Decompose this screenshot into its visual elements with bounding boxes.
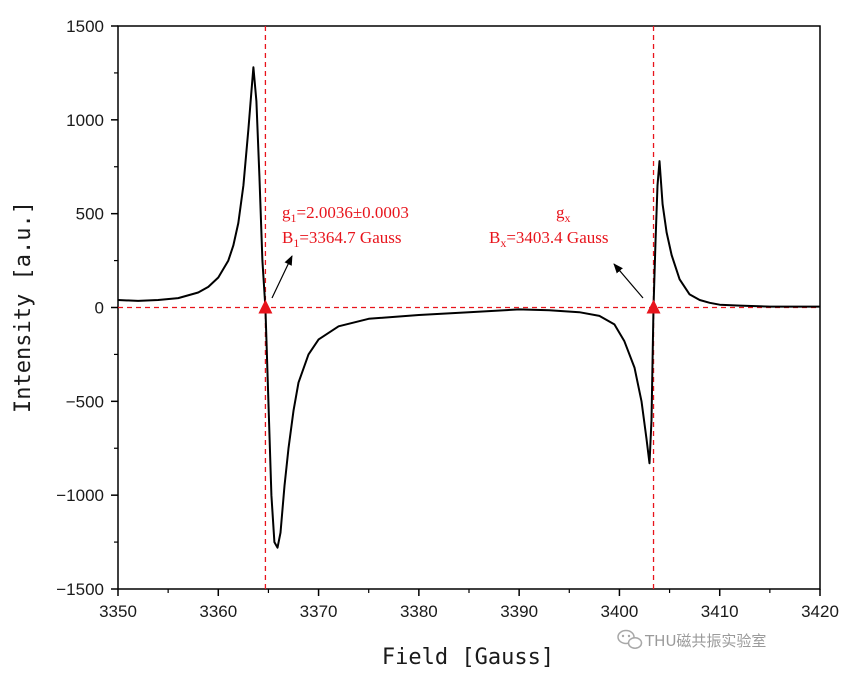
y-tick-label: −500 <box>66 392 104 411</box>
annotation-b1-line: B1=3364.7 Gauss <box>282 228 402 250</box>
axis-ticks: 3350 3360 3370 3380 3390 3400 3410 3420 1500 1000… <box>56 17 839 621</box>
x-tick-label: 3390 <box>500 602 538 621</box>
x-tick-label: 3380 <box>400 602 438 621</box>
annotation-gx-arrow <box>613 263 644 299</box>
reference-markers <box>258 299 661 314</box>
annotation-g1-line: g1=2.0036±0.0003 <box>282 203 409 225</box>
y-tick-label: 1000 <box>66 111 104 130</box>
annotation-g1-arrow <box>271 255 293 299</box>
x-tick-label: 3400 <box>601 602 639 621</box>
x-tick-label: 3410 <box>701 602 739 621</box>
x-tick-label: 3350 <box>99 602 137 621</box>
annotation-bx-line: Bx=3403.4 Gauss <box>489 228 609 250</box>
x-tick-label: 3370 <box>300 602 338 621</box>
x-tick-label: 3360 <box>199 602 237 621</box>
x-axis-title: Field [Gauss] <box>382 645 554 670</box>
y-tick-label: −1500 <box>56 580 104 599</box>
y-tick-label: −1000 <box>56 486 104 505</box>
wechat-icon <box>617 629 643 649</box>
watermark: THU磁共振实验室 <box>617 629 766 650</box>
y-tick-label: 0 <box>95 299 104 318</box>
spectrum-series-line <box>117 66 820 549</box>
reference-triangle-marker <box>258 299 273 314</box>
y-tick-label: 500 <box>76 205 104 224</box>
y-axis-title: Intensity [a.u.] <box>11 201 36 413</box>
reference-triangle-marker <box>646 299 661 314</box>
watermark-text: THU磁共振实验室 <box>644 632 766 650</box>
x-tick-label: 3420 <box>801 602 839 621</box>
reference-guides <box>118 26 820 589</box>
annotation-gx-line: gx <box>556 203 571 225</box>
y-tick-label: 1500 <box>66 17 104 36</box>
